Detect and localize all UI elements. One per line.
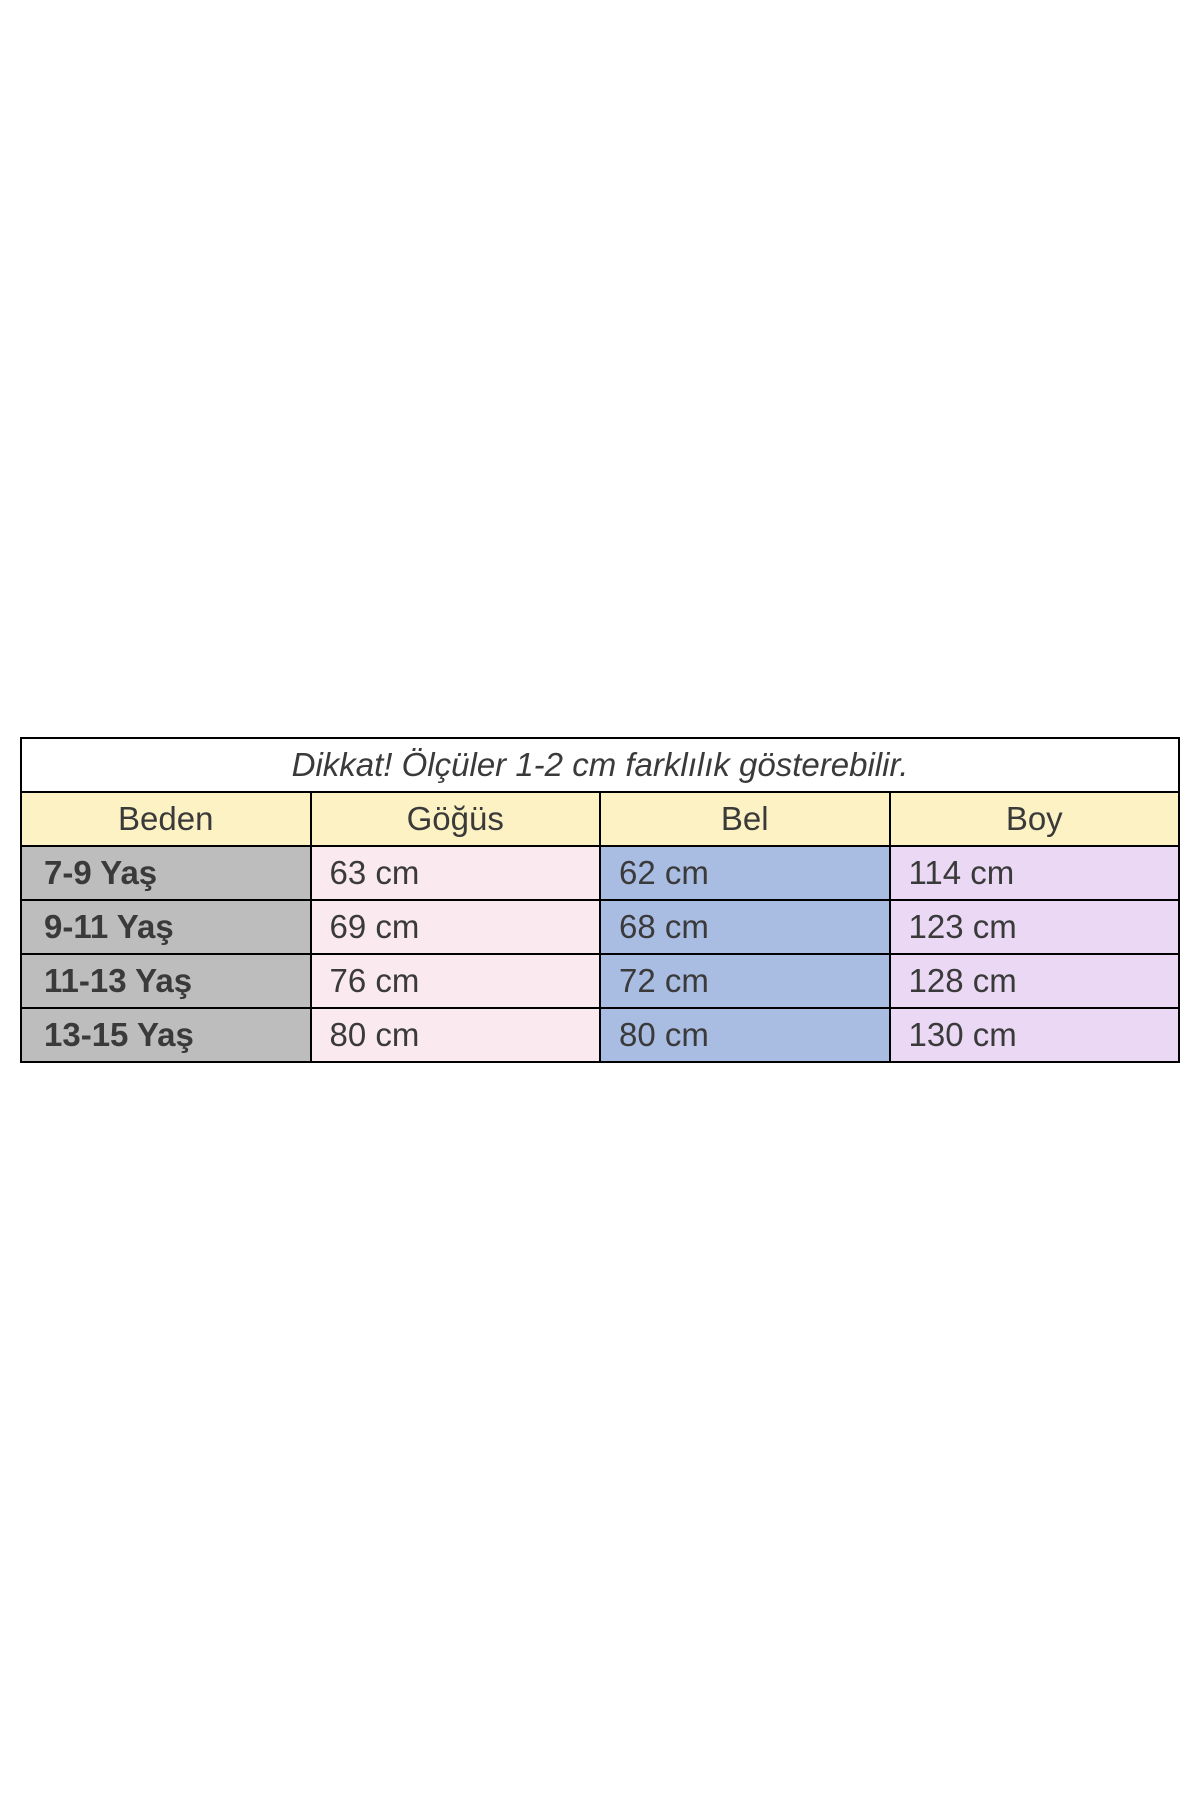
cell-gogus: 69 cm bbox=[311, 900, 601, 954]
cell-bel: 80 cm bbox=[600, 1008, 890, 1062]
cell-bel: 72 cm bbox=[600, 954, 890, 1008]
header-row: Beden Göğüs Bel Boy bbox=[21, 792, 1179, 846]
cell-boy: 123 cm bbox=[890, 900, 1180, 954]
header-beden: Beden bbox=[21, 792, 311, 846]
cell-beden: 13-15 Yaş bbox=[21, 1008, 311, 1062]
cell-gogus: 63 cm bbox=[311, 846, 601, 900]
table-row: 7-9 Yaş 63 cm 62 cm 114 cm bbox=[21, 846, 1179, 900]
cell-beden: 7-9 Yaş bbox=[21, 846, 311, 900]
note-cell: Dikkat! Ölçüler 1-2 cm farklılık göstere… bbox=[21, 738, 1179, 792]
table-row: 13-15 Yaş 80 cm 80 cm 130 cm bbox=[21, 1008, 1179, 1062]
cell-boy: 130 cm bbox=[890, 1008, 1180, 1062]
size-chart-table: Dikkat! Ölçüler 1-2 cm farklılık göstere… bbox=[20, 737, 1180, 1063]
header-gogus: Göğüs bbox=[311, 792, 601, 846]
cell-boy: 114 cm bbox=[890, 846, 1180, 900]
cell-bel: 62 cm bbox=[600, 846, 890, 900]
header-bel: Bel bbox=[600, 792, 890, 846]
cell-gogus: 80 cm bbox=[311, 1008, 601, 1062]
cell-beden: 11-13 Yaş bbox=[21, 954, 311, 1008]
size-chart-table-container: Dikkat! Ölçüler 1-2 cm farklılık göstere… bbox=[20, 737, 1180, 1063]
cell-bel: 68 cm bbox=[600, 900, 890, 954]
table-row: 9-11 Yaş 69 cm 68 cm 123 cm bbox=[21, 900, 1179, 954]
cell-beden: 9-11 Yaş bbox=[21, 900, 311, 954]
note-row: Dikkat! Ölçüler 1-2 cm farklılık göstere… bbox=[21, 738, 1179, 792]
cell-gogus: 76 cm bbox=[311, 954, 601, 1008]
table-row: 11-13 Yaş 76 cm 72 cm 128 cm bbox=[21, 954, 1179, 1008]
header-boy: Boy bbox=[890, 792, 1180, 846]
cell-boy: 128 cm bbox=[890, 954, 1180, 1008]
